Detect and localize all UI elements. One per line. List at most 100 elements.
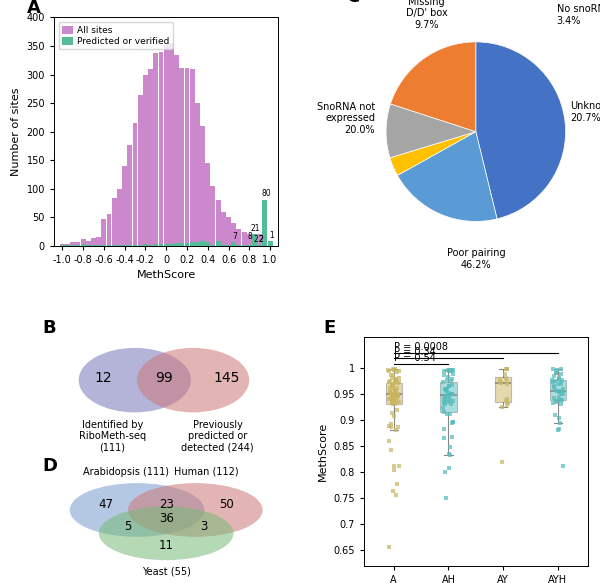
Point bbox=[550, 377, 559, 386]
Point bbox=[445, 442, 455, 452]
Text: 36: 36 bbox=[159, 512, 173, 525]
Point bbox=[556, 395, 565, 405]
Point bbox=[549, 381, 559, 391]
Text: Arabidopsis (111): Arabidopsis (111) bbox=[83, 467, 169, 477]
Bar bbox=[169, 244, 174, 246]
Point bbox=[550, 385, 559, 394]
Point bbox=[558, 389, 568, 398]
Bar bbox=[211, 245, 215, 246]
Text: C: C bbox=[346, 0, 359, 5]
Bar bbox=[221, 212, 226, 246]
Point bbox=[443, 384, 452, 394]
Point bbox=[440, 394, 450, 403]
Point bbox=[554, 374, 564, 383]
Point bbox=[448, 366, 457, 375]
Point bbox=[389, 462, 399, 471]
Text: 1: 1 bbox=[269, 231, 274, 240]
Bar bbox=[242, 245, 247, 246]
Bar bbox=[174, 243, 179, 246]
Text: Yeast (55): Yeast (55) bbox=[142, 567, 191, 577]
Point bbox=[446, 395, 455, 405]
Bar bbox=[164, 244, 169, 246]
Point bbox=[391, 386, 401, 395]
Bar bbox=[117, 245, 122, 246]
Point bbox=[501, 374, 511, 383]
Bar bbox=[226, 217, 231, 246]
Text: 2: 2 bbox=[253, 235, 258, 244]
Bar bbox=[60, 244, 65, 246]
Point bbox=[556, 365, 566, 374]
Point bbox=[388, 370, 398, 379]
Point bbox=[446, 376, 456, 385]
Ellipse shape bbox=[137, 348, 249, 412]
Bar bbox=[211, 186, 215, 246]
Point bbox=[445, 449, 454, 458]
Wedge shape bbox=[386, 104, 476, 158]
Point bbox=[386, 391, 396, 400]
Point bbox=[503, 398, 513, 408]
Point bbox=[447, 432, 457, 441]
Point bbox=[502, 401, 512, 410]
Point bbox=[447, 389, 457, 399]
Point bbox=[449, 370, 458, 379]
Y-axis label: MethScore: MethScore bbox=[317, 422, 328, 481]
Bar bbox=[195, 243, 200, 246]
Point bbox=[553, 425, 562, 434]
Point bbox=[443, 366, 453, 375]
Bar bbox=[215, 200, 221, 246]
Text: 11: 11 bbox=[158, 539, 173, 552]
Bar bbox=[122, 167, 127, 246]
Wedge shape bbox=[391, 42, 476, 132]
Point bbox=[445, 381, 454, 391]
Bar bbox=[257, 234, 262, 246]
Text: 8: 8 bbox=[248, 231, 253, 241]
Point bbox=[443, 398, 453, 407]
Point bbox=[394, 462, 404, 471]
Point bbox=[388, 389, 398, 398]
Point bbox=[445, 366, 455, 375]
Point bbox=[394, 391, 403, 400]
Point bbox=[554, 373, 564, 382]
Point bbox=[556, 369, 566, 378]
Bar bbox=[112, 198, 116, 246]
Point bbox=[386, 445, 396, 455]
Point bbox=[445, 388, 454, 398]
Bar bbox=[122, 245, 127, 246]
Bar bbox=[101, 219, 106, 246]
Point bbox=[557, 377, 566, 387]
Text: 2: 2 bbox=[259, 235, 263, 244]
Point bbox=[385, 389, 395, 398]
Ellipse shape bbox=[99, 507, 233, 560]
Point bbox=[442, 384, 451, 394]
Bar bbox=[200, 241, 205, 246]
Point bbox=[497, 457, 507, 466]
Bar bbox=[127, 245, 132, 246]
Point bbox=[392, 396, 401, 405]
Point bbox=[388, 380, 397, 389]
Point bbox=[387, 374, 397, 383]
Bar bbox=[205, 242, 210, 246]
Text: 99: 99 bbox=[155, 371, 173, 385]
Point bbox=[558, 462, 568, 471]
Point bbox=[388, 395, 398, 404]
Point bbox=[393, 378, 403, 387]
Point bbox=[442, 410, 452, 419]
Point bbox=[440, 399, 449, 409]
Bar bbox=[247, 234, 252, 246]
Point bbox=[548, 398, 558, 408]
Point bbox=[384, 366, 394, 375]
Point bbox=[550, 371, 559, 381]
Text: 80: 80 bbox=[261, 189, 271, 198]
Bar bbox=[107, 214, 112, 246]
Point bbox=[384, 543, 394, 552]
Point bbox=[385, 376, 394, 385]
Point bbox=[389, 396, 398, 406]
Point bbox=[502, 395, 511, 404]
Point bbox=[388, 389, 397, 399]
Point bbox=[555, 419, 565, 428]
Bar bbox=[262, 200, 268, 246]
Bar bbox=[236, 229, 241, 246]
Bar bbox=[154, 53, 158, 246]
Point bbox=[388, 380, 398, 389]
Point bbox=[446, 367, 455, 376]
